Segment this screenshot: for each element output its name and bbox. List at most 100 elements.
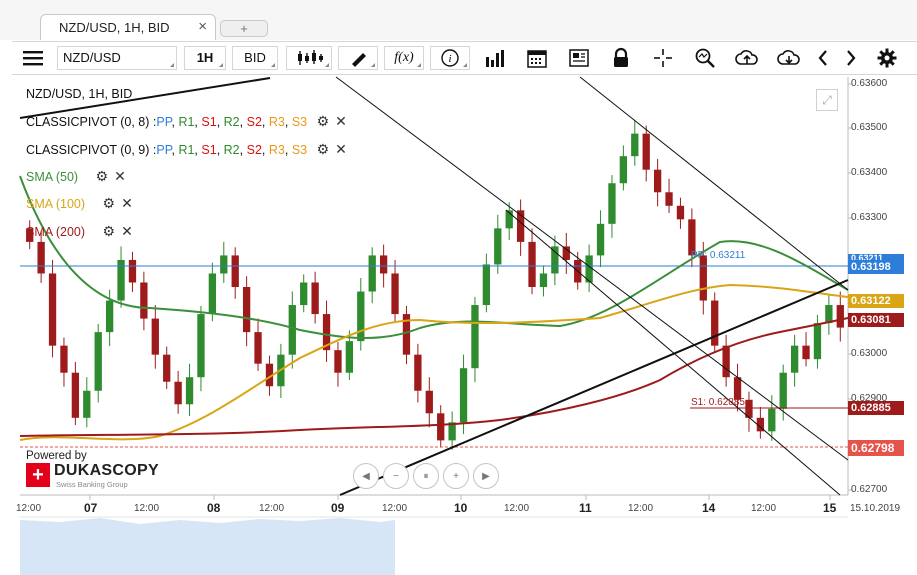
candle-body (140, 282, 148, 319)
navigator-area[interactable] (20, 518, 395, 575)
candles-group (26, 120, 844, 450)
scroll-back-icon[interactable]: ◀ (353, 463, 379, 489)
info-button[interactable]: i (430, 46, 470, 70)
zoom-in-icon[interactable]: + (443, 463, 469, 489)
instrument-value: NZD/USD (63, 50, 121, 65)
price-label-sma100: 0.63122 (848, 294, 904, 308)
candle-body (711, 300, 719, 346)
crosshair-icon[interactable] (648, 46, 678, 70)
info-icon: i (441, 49, 459, 67)
chart-nav-controls: ◀ − ⏸ + ▶ (353, 463, 499, 491)
candle-body (334, 350, 342, 373)
candle-body (676, 205, 685, 220)
indicator-remove-close-icon[interactable]: ✕ (335, 113, 347, 129)
x-tick-date: 15.10.2019 (850, 503, 901, 514)
legend-pivot-2-label: CLASSICPIVOT (0, 9) (26, 143, 150, 157)
news-icon[interactable] (564, 46, 594, 70)
lock-icon[interactable] (606, 46, 636, 70)
candle-body (825, 305, 833, 324)
candle-body (254, 332, 262, 364)
scroll-right-icon[interactable] (836, 46, 866, 70)
price-label-pp-partial: 0.63211 (848, 254, 904, 262)
tab-title: NZD/USD, 1H, BID (59, 20, 170, 35)
indicator-settings-gear-icon[interactable]: ⚙ (102, 223, 116, 239)
x-tick: 12:00 (504, 503, 530, 514)
legend-sep: , (239, 143, 244, 157)
calendar-icon[interactable] (522, 46, 552, 70)
candle-body (699, 255, 707, 301)
x-tick: 12:00 (16, 503, 42, 514)
reset-view-icon[interactable]: ⏸ (413, 463, 439, 489)
period-select[interactable]: 1H (184, 46, 226, 70)
indicator-settings-gear-icon[interactable]: ⚙ (316, 141, 330, 157)
instrument-select[interactable]: NZD/USD (57, 46, 177, 70)
expand-chart-icon[interactable]: ⤢ (816, 89, 838, 111)
price-label-s1: 0.62885 (848, 401, 904, 415)
legend-r2: R2 (223, 115, 240, 129)
legend-sep: , (216, 115, 221, 129)
indicator-settings-gear-icon[interactable]: ⚙ (316, 113, 330, 129)
scroll-forward-icon[interactable]: ▶ (473, 463, 499, 489)
candle-body (779, 372, 787, 409)
legend-sep: , (284, 143, 289, 157)
legend-sep: , (194, 143, 198, 157)
menu-icon[interactable] (18, 46, 48, 70)
x-tick-day: 10 (454, 501, 468, 515)
candle-body (311, 282, 319, 315)
indicator-remove-close-icon[interactable]: ✕ (121, 223, 133, 239)
candles-icon (298, 50, 323, 65)
dropdown-corner-icon (371, 63, 375, 67)
settings-gear-icon[interactable] (872, 46, 902, 70)
legend-sep: , (284, 115, 289, 129)
dropdown-corner-icon (170, 63, 174, 67)
legend-r3: R3 (268, 115, 285, 129)
x-tick: 12:00 (134, 503, 160, 514)
sma100-line (19, 283, 849, 441)
indicator-remove-close-icon[interactable]: ✕ (121, 195, 133, 211)
candle-body (105, 300, 114, 333)
candle-body (117, 259, 125, 301)
x-tick-day: 07 (84, 501, 98, 515)
price-label-sma200: 0.63081 (848, 313, 904, 327)
candle-body (391, 273, 399, 315)
legend-sep: , (261, 115, 266, 129)
candle-body (288, 305, 296, 355)
new-tab-button[interactable]: + (220, 20, 268, 37)
legend-r2: R2 (223, 143, 240, 157)
indicators-button[interactable]: f(x) (384, 46, 424, 70)
candle-body (151, 318, 159, 355)
indicator-remove-close-icon[interactable]: ✕ (114, 168, 126, 184)
candle-body (688, 219, 696, 256)
indicator-settings-gear-icon[interactable]: ⚙ (102, 195, 116, 211)
drawing-tools-button[interactable] (338, 46, 378, 70)
candle-body (471, 305, 479, 369)
indicator-remove-close-icon[interactable]: ✕ (335, 141, 347, 157)
dropdown-corner-icon (417, 63, 421, 67)
indicator-settings-gear-icon[interactable]: ⚙ (95, 168, 109, 184)
chart-type-button[interactable] (286, 46, 332, 70)
side-select[interactable]: BID (232, 46, 278, 70)
candle-body (448, 422, 456, 441)
candle-body (174, 381, 182, 405)
chart-tab[interactable]: NZD/USD, 1H, BID × (40, 14, 216, 40)
pivot-pp-annotation: PP: 0.63211 (691, 250, 746, 261)
cloud-download-icon[interactable] (774, 46, 804, 70)
period-value: 1H (196, 50, 214, 65)
dukascopy-logo[interactable]: + DUKASCOPY Swiss Banking Group (26, 462, 159, 489)
y-tick: 0.63400 (851, 167, 888, 178)
zoom-icon[interactable] (690, 46, 720, 70)
close-tab-icon[interactable]: × (198, 18, 207, 35)
volume-icon[interactable] (480, 46, 510, 70)
x-tick-day: 08 (207, 501, 221, 515)
candle-body (836, 305, 844, 328)
candle-body (83, 390, 91, 418)
scroll-left-icon[interactable] (808, 46, 838, 70)
cloud-upload-icon[interactable] (732, 46, 762, 70)
pencil-icon (352, 53, 366, 67)
swiss-cross-icon: + (26, 463, 50, 487)
price-chart[interactable]: PP: 0.63211 S1: 0.62885 (0, 76, 917, 575)
candle-body (37, 241, 45, 274)
x-tick-day: 15 (823, 501, 837, 515)
candle-body (357, 291, 365, 342)
zoom-out-icon[interactable]: − (383, 463, 409, 489)
